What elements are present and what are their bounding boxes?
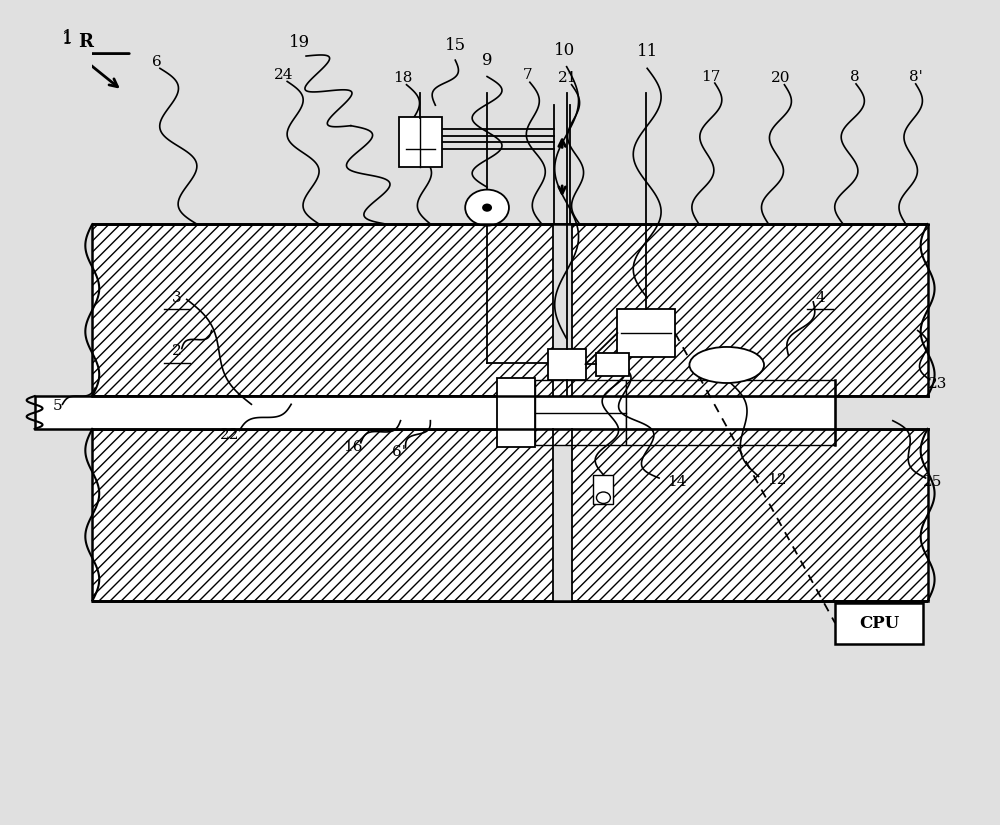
Bar [399, 117, 442, 167]
Text: 21: 21 [558, 71, 577, 85]
Text: 11: 11 [637, 44, 658, 60]
Bar [497, 378, 535, 447]
Bar [928, 601, 997, 823]
Text: 6: 6 [152, 54, 162, 68]
Text: 10: 10 [554, 42, 575, 59]
Text: 8': 8' [909, 69, 923, 83]
Text: 5: 5 [53, 399, 62, 413]
Ellipse shape [689, 347, 764, 383]
Text: 22: 22 [220, 427, 239, 441]
Text: 12: 12 [767, 473, 786, 487]
Text: 3: 3 [172, 290, 182, 304]
Bar [92, 429, 928, 601]
Bar [553, 224, 572, 396]
Text: 7: 7 [523, 68, 533, 82]
Bar [928, 2, 997, 224]
Bar [535, 380, 626, 396]
Text: 4: 4 [815, 290, 825, 304]
Text: 2: 2 [172, 344, 182, 358]
Text: 6': 6' [392, 445, 406, 459]
Text: 15: 15 [445, 37, 466, 54]
Circle shape [465, 190, 509, 226]
Text: 14: 14 [667, 475, 687, 489]
Bar [593, 474, 613, 504]
Text: 25: 25 [923, 475, 942, 489]
Bar [35, 396, 535, 429]
Text: 16: 16 [343, 440, 363, 454]
Text: 24: 24 [273, 68, 293, 82]
Bar [835, 602, 923, 644]
Text: 1: 1 [62, 31, 73, 48]
Text: R: R [78, 33, 93, 51]
Bar [535, 396, 626, 429]
Bar [92, 224, 928, 396]
Bar [617, 309, 675, 356]
Bar [626, 429, 835, 446]
Bar [535, 429, 626, 446]
Text: 8: 8 [850, 69, 860, 83]
Bar [553, 429, 572, 601]
Bar [596, 352, 629, 375]
Bar [626, 380, 835, 396]
Text: 9: 9 [482, 52, 492, 68]
Text: 19: 19 [289, 34, 310, 50]
Text: CPU: CPU [859, 615, 899, 632]
Bar [92, 396, 928, 429]
Bar [626, 396, 835, 429]
Text: 17: 17 [701, 69, 721, 83]
Bar [3, 2, 92, 224]
Text: 23: 23 [928, 377, 947, 391]
Bar [548, 349, 586, 380]
Text: 1: 1 [62, 29, 73, 47]
Circle shape [482, 204, 492, 212]
Bar [3, 601, 92, 823]
Text: 18: 18 [393, 71, 412, 85]
Text: 20: 20 [771, 71, 790, 85]
